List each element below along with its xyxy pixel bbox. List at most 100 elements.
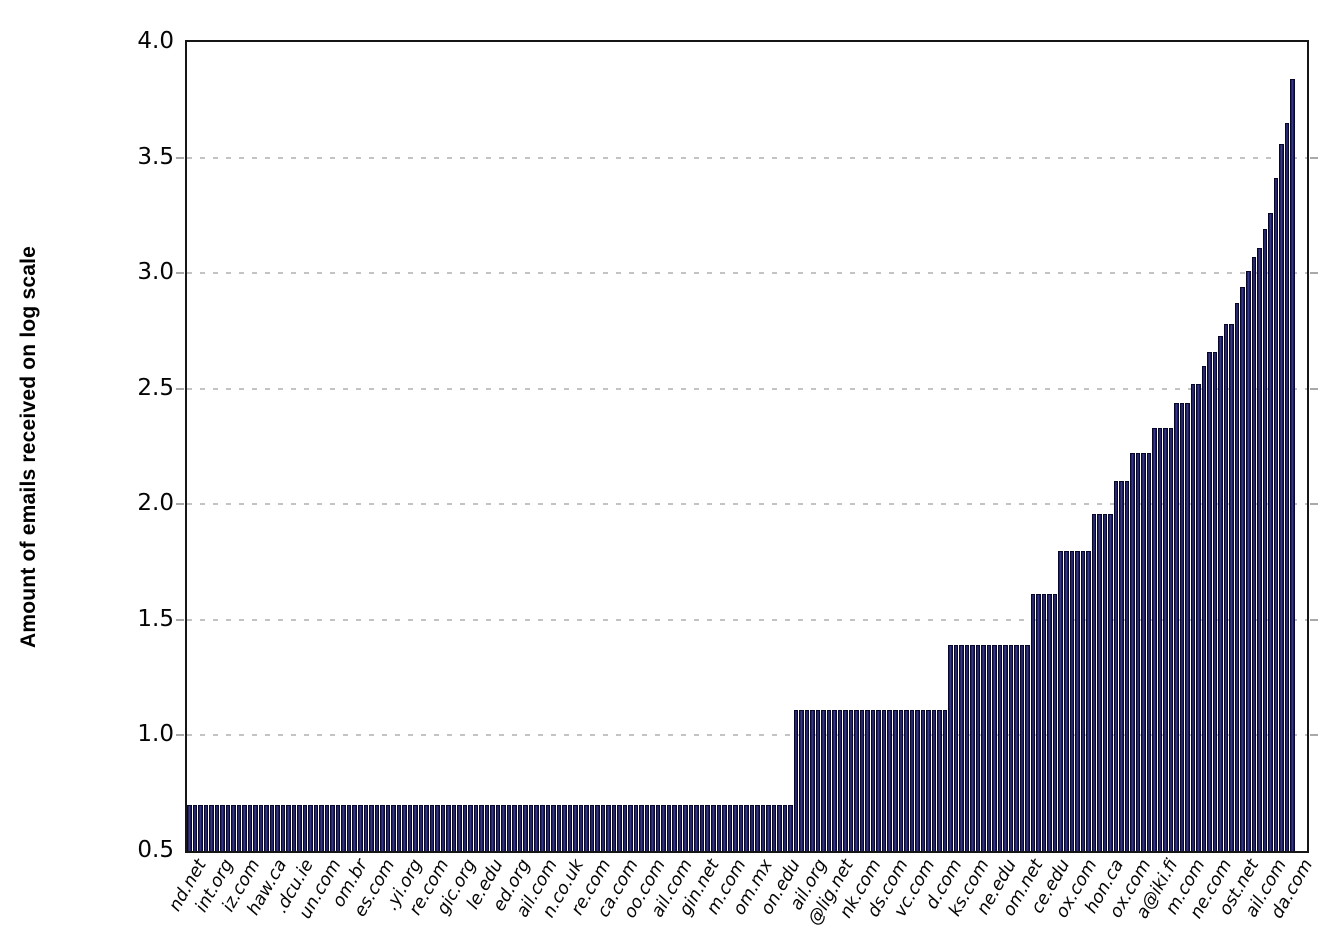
bar <box>1091 513 1097 851</box>
bar <box>1240 287 1245 851</box>
bar <box>374 804 380 851</box>
bar <box>396 804 402 851</box>
gridline-3 <box>187 272 1307 275</box>
bar <box>639 804 644 851</box>
bar <box>650 804 655 851</box>
bar <box>1174 402 1179 851</box>
bar <box>280 804 286 851</box>
bar <box>622 804 628 851</box>
tick-mark <box>1310 503 1318 506</box>
bar <box>1185 402 1190 851</box>
bar <box>534 804 539 851</box>
bar <box>1229 324 1234 851</box>
bar <box>1097 513 1102 851</box>
bar <box>887 710 892 851</box>
bar <box>512 804 517 851</box>
bar <box>242 804 247 851</box>
bar <box>1025 645 1030 851</box>
bar <box>815 710 821 851</box>
tick-mark <box>176 618 184 621</box>
bar <box>203 804 209 851</box>
bar <box>722 804 727 851</box>
bar <box>881 710 887 851</box>
bar <box>545 804 551 851</box>
tick-mark <box>1310 734 1318 737</box>
bar <box>782 804 788 851</box>
bar <box>1119 481 1124 851</box>
bar <box>1212 351 1218 851</box>
bar <box>264 804 269 851</box>
bar <box>981 645 986 851</box>
bar <box>1052 594 1058 851</box>
bar <box>247 804 253 851</box>
bar <box>997 645 1003 851</box>
bar <box>1135 453 1141 851</box>
bar <box>755 804 760 851</box>
tick-mark <box>1310 156 1318 159</box>
bar <box>832 710 837 851</box>
bar <box>385 804 391 851</box>
bar <box>468 804 473 851</box>
bar <box>859 710 865 851</box>
bar <box>1146 453 1152 851</box>
bar <box>1058 550 1063 851</box>
bar <box>600 804 606 851</box>
bar <box>617 804 622 851</box>
bar <box>1108 513 1113 851</box>
bar <box>418 804 424 851</box>
bar <box>1141 453 1146 851</box>
bar <box>528 804 534 851</box>
bar <box>677 804 683 851</box>
bar <box>1273 178 1279 851</box>
tick-mark <box>176 734 184 737</box>
bar <box>501 804 506 851</box>
tick-mark <box>1310 272 1318 275</box>
gridline-2 <box>187 503 1307 506</box>
bar <box>1019 645 1025 851</box>
gridline-2.5 <box>187 387 1307 390</box>
bar <box>562 804 567 851</box>
bar <box>777 804 782 851</box>
bar <box>220 804 225 851</box>
bar <box>297 804 302 851</box>
y-tick-label-2.0: 2.0 <box>137 490 174 517</box>
bar <box>843 710 848 851</box>
bar <box>440 804 446 851</box>
bar <box>573 804 578 851</box>
bar <box>291 804 297 851</box>
bar <box>1196 384 1201 851</box>
bar <box>187 804 192 851</box>
bar <box>473 804 479 851</box>
bar <box>749 804 755 851</box>
bar <box>1069 550 1075 851</box>
bar <box>556 804 562 851</box>
bar <box>523 804 528 851</box>
tick-mark <box>176 272 184 275</box>
bar <box>771 804 777 851</box>
bar <box>633 804 639 851</box>
bar <box>1163 428 1168 851</box>
bar <box>1284 122 1290 851</box>
bar <box>363 804 369 851</box>
bar <box>1041 594 1047 851</box>
bar <box>313 804 319 851</box>
bar <box>391 804 396 851</box>
bar <box>584 804 589 851</box>
bar <box>1036 594 1041 851</box>
bar <box>683 804 688 851</box>
bar <box>1063 550 1069 851</box>
bar <box>799 710 804 851</box>
bar <box>699 804 705 851</box>
bar <box>661 804 666 851</box>
bar <box>898 710 904 851</box>
bar <box>462 804 468 851</box>
bar <box>1124 481 1130 851</box>
bar <box>1130 453 1135 851</box>
bar <box>948 645 953 851</box>
bar <box>804 710 810 851</box>
bar <box>1047 594 1052 851</box>
y-tick-label-3.0: 3.0 <box>137 259 174 286</box>
bar <box>694 804 699 851</box>
bar <box>1003 645 1008 851</box>
bar <box>793 710 799 851</box>
